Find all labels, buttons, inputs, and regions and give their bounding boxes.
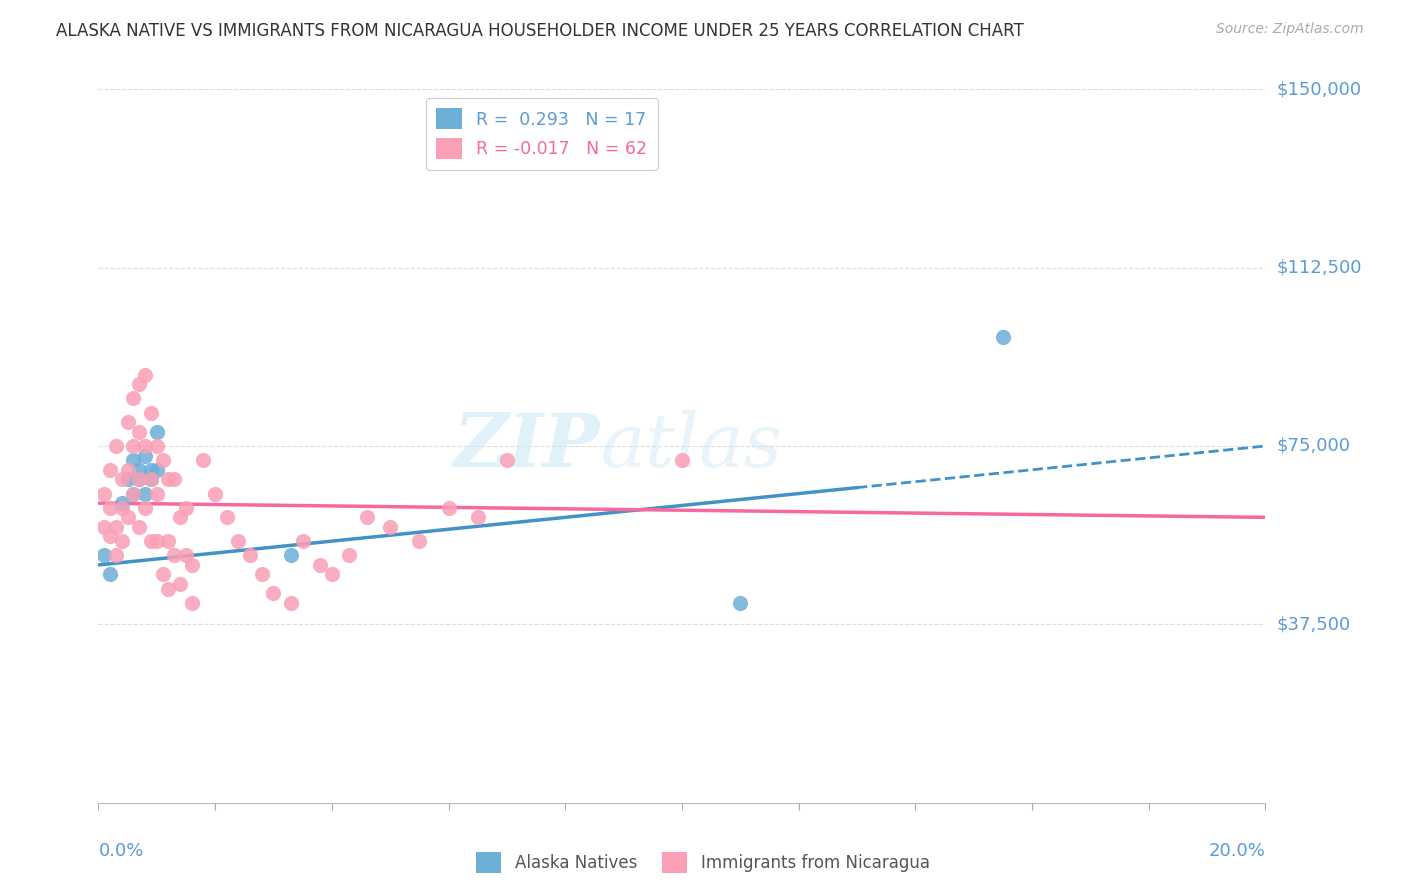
Point	[117, 472, 139, 486]
Point	[104, 520, 127, 534]
Point	[174, 500, 197, 515]
Point	[134, 486, 156, 500]
Point	[671, 453, 693, 467]
Point	[146, 463, 169, 477]
Point	[180, 558, 202, 572]
Point	[128, 520, 150, 534]
Text: ZIP: ZIP	[454, 409, 600, 483]
Point	[169, 510, 191, 524]
Point	[128, 472, 150, 486]
Point	[309, 558, 332, 572]
Point	[134, 500, 156, 515]
Point	[104, 439, 127, 453]
Point	[122, 486, 145, 500]
Point	[163, 472, 186, 486]
Point	[163, 549, 186, 563]
Text: $112,500: $112,500	[1277, 259, 1362, 277]
Point	[117, 510, 139, 524]
Point	[146, 486, 169, 500]
Legend: Alaska Natives, Immigrants from Nicaragua: Alaska Natives, Immigrants from Nicaragu…	[470, 846, 936, 880]
Point	[93, 520, 115, 534]
Text: $150,000: $150,000	[1277, 80, 1361, 98]
Point	[174, 549, 197, 563]
Point	[122, 392, 145, 406]
Point	[122, 486, 145, 500]
Point	[146, 439, 169, 453]
Point	[139, 463, 162, 477]
Point	[111, 500, 134, 515]
Point	[280, 549, 302, 563]
Point	[111, 534, 134, 549]
Point	[117, 415, 139, 429]
Text: atlas: atlas	[600, 409, 782, 483]
Point	[408, 534, 430, 549]
Point	[157, 534, 180, 549]
Point	[134, 449, 156, 463]
Point	[139, 472, 162, 486]
Point	[128, 472, 150, 486]
Point	[378, 520, 402, 534]
Point	[169, 577, 191, 591]
Point	[193, 453, 215, 467]
Point	[134, 439, 156, 453]
Text: $75,000: $75,000	[1277, 437, 1351, 455]
Point	[139, 406, 162, 420]
Point	[291, 534, 314, 549]
Point	[180, 596, 202, 610]
Point	[157, 582, 180, 596]
Point	[228, 534, 250, 549]
Text: Source: ZipAtlas.com: Source: ZipAtlas.com	[1216, 22, 1364, 37]
Point	[104, 549, 127, 563]
Text: ALASKA NATIVE VS IMMIGRANTS FROM NICARAGUA HOUSEHOLDER INCOME UNDER 25 YEARS COR: ALASKA NATIVE VS IMMIGRANTS FROM NICARAG…	[56, 22, 1024, 40]
Text: 0.0%: 0.0%	[98, 842, 143, 860]
Point	[98, 529, 121, 543]
Point	[98, 463, 121, 477]
Point	[152, 453, 174, 467]
Point	[437, 500, 460, 515]
Point	[250, 567, 273, 582]
Point	[991, 329, 1014, 343]
Point	[152, 567, 174, 582]
Point	[146, 425, 169, 439]
Point	[204, 486, 226, 500]
Point	[215, 510, 238, 524]
Point	[239, 549, 262, 563]
Point	[728, 596, 751, 610]
Point	[139, 472, 162, 486]
Point	[128, 463, 150, 477]
Point	[128, 425, 150, 439]
Point	[146, 534, 169, 549]
Point	[122, 453, 145, 467]
Point	[356, 510, 378, 524]
Point	[467, 510, 489, 524]
Point	[321, 567, 343, 582]
Point	[111, 496, 134, 510]
Point	[122, 439, 145, 453]
Point	[280, 596, 302, 610]
Point	[495, 453, 517, 467]
Point	[93, 549, 115, 563]
Text: $37,500: $37,500	[1277, 615, 1351, 633]
Point	[111, 472, 134, 486]
Legend: R =  0.293   N = 17, R = -0.017   N = 62: R = 0.293 N = 17, R = -0.017 N = 62	[426, 98, 658, 169]
Point	[157, 472, 180, 486]
Point	[98, 500, 121, 515]
Point	[117, 463, 139, 477]
Point	[98, 567, 121, 582]
Point	[139, 534, 162, 549]
Point	[262, 586, 284, 600]
Point	[128, 377, 150, 392]
Text: 20.0%: 20.0%	[1209, 842, 1265, 860]
Point	[93, 486, 115, 500]
Point	[337, 549, 360, 563]
Point	[134, 368, 156, 382]
